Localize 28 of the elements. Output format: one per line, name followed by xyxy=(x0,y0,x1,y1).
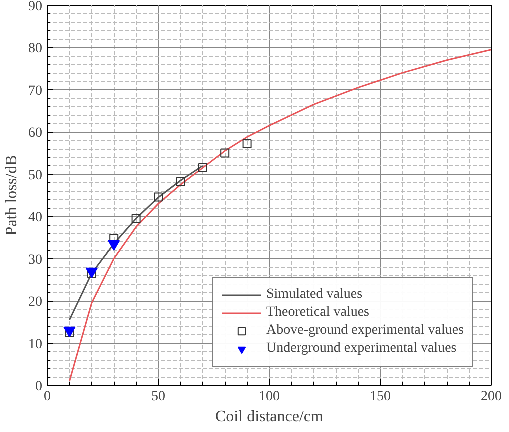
y-axis-title: Path loss/dB xyxy=(4,155,20,236)
point xyxy=(220,148,230,158)
legend-label: Above-ground experimental values xyxy=(266,322,464,340)
legend-label: Simulated values xyxy=(266,286,363,304)
y-tick-label: 50 xyxy=(28,168,42,184)
point xyxy=(108,240,120,251)
x-tick-label: 150 xyxy=(370,390,391,404)
point xyxy=(198,164,208,173)
y-tick-label: 20 xyxy=(28,295,42,310)
point xyxy=(154,192,163,202)
y-tick-label: 60 xyxy=(28,126,42,142)
y-tick-label: 40 xyxy=(28,210,42,226)
y-tick-label: 0 xyxy=(36,380,42,394)
x-tick-label: 50 xyxy=(152,390,166,404)
y-tick-label: 30 xyxy=(28,252,42,268)
y-tick-label: 80 xyxy=(28,42,42,57)
line-series xyxy=(68,49,492,382)
x-axis-title: Coil distance/cm xyxy=(216,408,324,426)
y-tick-label: 10 xyxy=(28,337,42,352)
point xyxy=(176,177,186,186)
y-tick-label: 90 xyxy=(28,0,42,14)
x-tick-label: 100 xyxy=(259,390,280,404)
legend-label: Underground experimental values xyxy=(266,340,457,358)
point xyxy=(132,214,141,224)
x-tick-label: 200 xyxy=(481,390,502,404)
y-tick-label: 70 xyxy=(28,84,42,99)
legend-label: Theoretical values xyxy=(266,304,370,322)
point xyxy=(242,139,252,148)
